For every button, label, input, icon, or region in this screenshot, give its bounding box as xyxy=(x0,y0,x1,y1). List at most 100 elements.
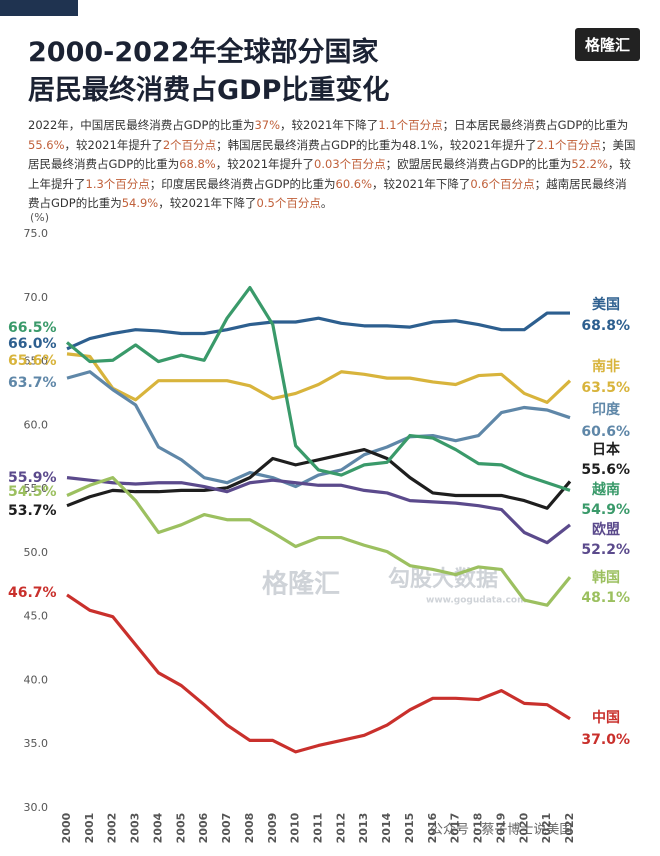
description-segment: ，较2021年提升了 xyxy=(215,157,315,171)
description-segment: ，较2021年下降了 xyxy=(158,196,257,210)
x-tick-label: 2005 xyxy=(174,813,187,844)
x-tick-label: 2010 xyxy=(289,812,302,843)
end-label: 52.2% xyxy=(581,542,630,558)
x-tick-label: 2015 xyxy=(403,813,416,844)
series-line xyxy=(65,285,571,492)
y-tick-label: 70.0 xyxy=(24,291,49,304)
y-tick-label: 65.0 xyxy=(24,355,49,368)
x-tick-label: 2008 xyxy=(243,813,256,844)
description-segment: ，较2021年下降了 xyxy=(280,118,379,132)
start-label: 46.7% xyxy=(8,585,57,601)
end-label: 37.0% xyxy=(581,732,630,748)
y-unit: (%) xyxy=(30,211,49,224)
x-tick-label: 2003 xyxy=(129,813,142,844)
description-segment: 55.6% xyxy=(28,137,65,152)
x-tick-label: 2013 xyxy=(357,813,370,844)
legend-label: 越南 xyxy=(591,481,620,498)
description-segment: ；美国居民最终消费占GDP的比重为 xyxy=(28,137,636,172)
watermark: 勾股大数据 xyxy=(388,566,498,592)
description-segment: ，较2021年下降了 xyxy=(372,176,471,191)
description-segment: 37% xyxy=(254,118,281,132)
y-tick-label: 30.0 xyxy=(24,801,49,814)
description: 2022年，中国居民最终消费占GDP的比重为37%，较2021年下降了1.1个百… xyxy=(28,116,638,214)
description-segment: ；印度居民最终消费占GDP的比重为 xyxy=(149,176,336,191)
x-tick-label: 2007 xyxy=(220,813,233,844)
series-line xyxy=(66,593,571,754)
watermark: www.gogudata.com xyxy=(426,596,526,606)
legend-label: 中国 xyxy=(592,709,620,726)
x-tick-label: 2001 xyxy=(83,813,96,844)
start-label: 66.5% xyxy=(8,320,57,336)
start-label: 66.0% xyxy=(8,336,57,352)
series-line xyxy=(66,447,572,510)
start-label: 65.6% xyxy=(8,353,57,369)
series-line xyxy=(66,352,572,404)
legend-label: 欧盟 xyxy=(592,521,620,538)
description-segment: 60.6% xyxy=(335,176,373,191)
watermark: 格隆汇 xyxy=(262,569,340,600)
x-tick-label: 2012 xyxy=(334,813,347,844)
y-tick-label: 55.0 xyxy=(24,482,49,495)
description-segment: ；日本居民最终消费占GDP的比重为 xyxy=(442,118,629,132)
description-segment: 1.1个百分点 xyxy=(378,118,443,132)
description-segment: ，较2021年提升了 xyxy=(64,137,163,152)
x-tick-label: 2021 xyxy=(540,813,553,844)
x-tick-label: 2017 xyxy=(449,813,462,844)
title-line: 居民最终消费占GDP比重变化 xyxy=(28,75,390,106)
watermark: 公众号 · 蔡子博士说美国 xyxy=(430,823,572,838)
series-line xyxy=(66,370,571,489)
end-label: 63.5% xyxy=(581,380,630,396)
start-label: 63.7% xyxy=(8,375,57,391)
start-label: 54.5% xyxy=(8,484,57,500)
description-segment: ；欧盟居民最终消费占GDP的比重为 xyxy=(385,157,572,171)
x-tick-label: 2009 xyxy=(266,813,279,844)
description-segment: 2个百分点 xyxy=(162,137,217,152)
series-line xyxy=(66,476,571,545)
series-line xyxy=(66,476,572,607)
end-label: 55.6% xyxy=(581,462,630,478)
description-segment: 52.2% xyxy=(571,157,608,171)
description-segment: ；韩国居民最终消费占GDP的比重为48.1%，较2021年提升了 xyxy=(216,137,537,152)
x-tick-label: 2004 xyxy=(151,812,164,843)
y-tick-label: 60.0 xyxy=(24,418,49,431)
end-label: 60.6% xyxy=(581,424,630,440)
y-tick-label: 35.0 xyxy=(24,737,49,750)
series-line xyxy=(66,311,570,351)
description-segment: ；越南居民最终消费占GDP的比重为 xyxy=(28,176,627,211)
legend-label: 美国 xyxy=(592,296,620,313)
y-tick-label: 50.0 xyxy=(24,546,49,559)
x-tick-label: 2000 xyxy=(60,812,73,843)
x-tick-label: 2014 xyxy=(380,812,393,843)
legend-label: 韩国 xyxy=(592,569,620,586)
description-segment: 0.5个百分点 xyxy=(256,196,321,210)
y-tick-label: 40.0 xyxy=(24,673,49,686)
legend-label: 日本 xyxy=(592,441,621,458)
x-tick-label: 2018 xyxy=(472,813,485,844)
start-label: 55.9% xyxy=(8,470,57,486)
description-segment: 。 xyxy=(320,196,333,210)
logo: 格隆汇 xyxy=(574,28,640,61)
description-segment: 0.6个百分点 xyxy=(470,176,535,191)
x-tick-label: 2011 xyxy=(312,813,325,844)
start-label: 53.7% xyxy=(8,503,57,519)
description-segment: ，较上年提升了 xyxy=(28,157,631,191)
x-tick-label: 2002 xyxy=(106,813,119,844)
description-segment: 2022年，中国居民最终消费占GDP的比重为 xyxy=(28,118,255,132)
y-tick-label: 75.0 xyxy=(24,227,49,240)
x-tick-label: 2019 xyxy=(494,813,507,844)
description-segment: 2.1个百分点 xyxy=(536,137,601,152)
title-line: 2000-2022年全球部分国家 xyxy=(28,37,379,68)
legend-label: 印度 xyxy=(592,401,621,418)
description-segment: 54.9% xyxy=(121,196,159,210)
legend-label: 南非 xyxy=(592,358,620,375)
x-tick-label: 2020 xyxy=(517,812,530,843)
y-tick-label: 45.0 xyxy=(24,610,49,623)
top-bar xyxy=(0,0,78,16)
description-segment: 68.8% xyxy=(179,157,216,171)
description-segment: 0.03个百分点 xyxy=(314,157,386,171)
x-tick-label: 2006 xyxy=(197,812,210,843)
end-label: 68.8% xyxy=(581,318,630,334)
end-label: 54.9% xyxy=(581,502,630,518)
